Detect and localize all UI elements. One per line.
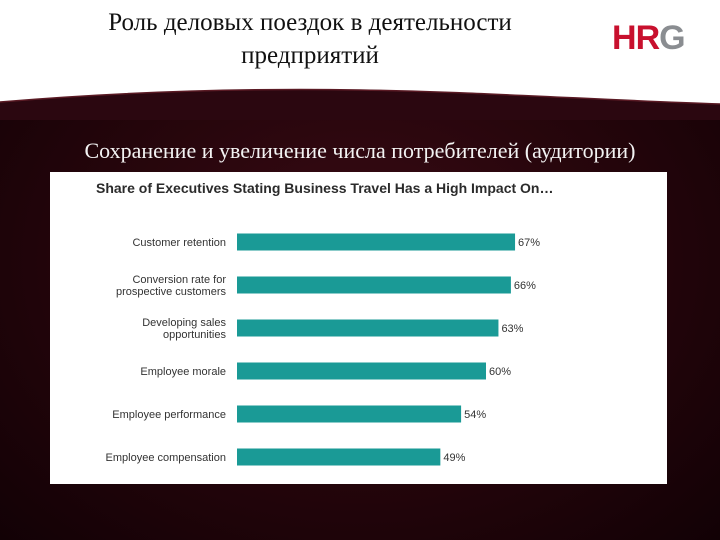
category-label-1: Conversion rate for prospective customers xyxy=(116,274,227,298)
value-label-2: 63% xyxy=(501,323,523,335)
chart-title: Share of Executives Stating Business Tra… xyxy=(96,180,553,196)
value-label-1: 66% xyxy=(514,280,536,292)
bars-group: 67% Customer retention 66% Conversion rate … xyxy=(106,233,540,466)
wave-highlight xyxy=(0,88,720,105)
bar-5 xyxy=(237,448,441,466)
logo-letter-h: H xyxy=(612,19,636,54)
category-label-line: Employee performance xyxy=(112,409,226,421)
category-label-line: Developing sales xyxy=(142,317,226,329)
category-label-line: prospective customers xyxy=(116,286,227,298)
category-label-line: Customer retention xyxy=(132,237,226,249)
slide-header: Роль деловых поездок в деятельности пред… xyxy=(0,0,720,100)
bar-2 xyxy=(237,319,499,337)
wave-shape xyxy=(0,89,720,120)
value-label-5: 49% xyxy=(443,452,465,464)
category-label-3: Employee morale xyxy=(140,366,226,378)
slide-subtitle: Сохранение и увеличение числа потребител… xyxy=(84,138,636,163)
bar-0 xyxy=(237,233,516,251)
hrg-logo: HRG xyxy=(612,19,686,54)
category-label-5: Employee compensation xyxy=(106,452,226,464)
category-label-2: Developing sales opportunities xyxy=(142,317,226,341)
bar-4 xyxy=(237,405,462,423)
category-label-4: Employee performance xyxy=(112,409,226,421)
category-label-line: Conversion rate for xyxy=(132,274,226,286)
logo-letter-r: R xyxy=(636,19,660,54)
value-label-0: 67% xyxy=(518,237,540,249)
hrg-logo-text: HRG xyxy=(612,19,685,54)
category-label-line: Employee morale xyxy=(140,366,226,378)
slide-title: Роль деловых поездок в деятельности пред… xyxy=(108,9,512,69)
category-label-line: Employee compensation xyxy=(106,452,226,464)
logo-letter-g: G xyxy=(659,19,684,54)
category-label-line: opportunities xyxy=(163,329,226,341)
category-label-0: Customer retention xyxy=(132,237,226,249)
header-wave-decoration xyxy=(0,88,720,120)
bar-3 xyxy=(237,362,486,380)
chart-panel: Share of Executives Stating Business Tra… xyxy=(50,172,667,484)
value-label-4: 54% xyxy=(464,409,486,421)
value-label-3: 60% xyxy=(489,366,511,378)
bar-chart: Share of Executives Stating Business Tra… xyxy=(96,180,553,466)
bar-1 xyxy=(237,276,511,294)
